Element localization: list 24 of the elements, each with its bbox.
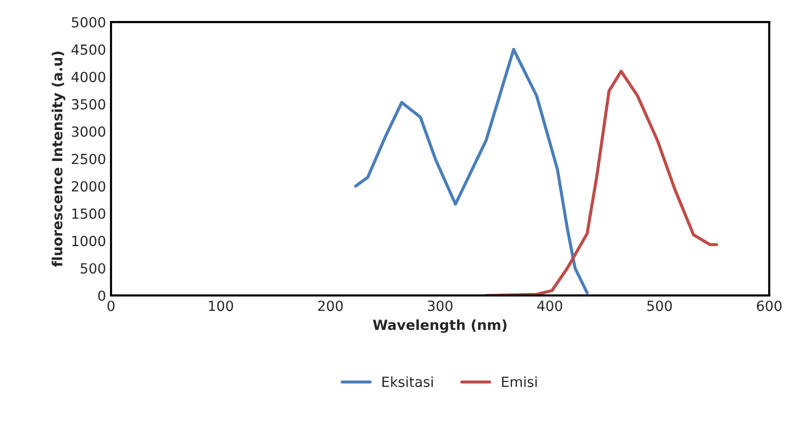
y-tick-label: 4500 (71, 44, 106, 55)
y-tick-label: 3000 (72, 126, 106, 137)
legend-label: Emisi (502, 376, 537, 388)
y-tick-label: 500 (80, 263, 106, 274)
x-tick-label: 500 (647, 300, 672, 312)
x-tick-label: 200 (318, 300, 343, 312)
x-axis-title: Wavelength (nm) (372, 319, 506, 333)
y-tick-label: 1000 (72, 236, 106, 246)
y-tick-label: 0 (98, 290, 106, 301)
line-series (354, 48, 589, 294)
x-tick-label: 300 (428, 300, 452, 312)
y-tick-label: 2500 (72, 154, 106, 164)
y-tick-label: 5000 (72, 17, 106, 28)
y-tick-label: 1500 (72, 208, 106, 219)
y-tick-label: 2000 (72, 181, 106, 192)
y-axis-title: fluorescence Intensity (a.u) (52, 52, 66, 267)
line-series (484, 70, 718, 296)
x-tick-label: 600 (756, 300, 782, 312)
x-tick-label: 100 (208, 300, 234, 312)
y-tick-label: 4000 (71, 72, 106, 82)
legend-label: Eksitasi (382, 376, 433, 388)
y-tick-label: 3500 (72, 99, 106, 110)
x-tick-label: 0 (108, 300, 115, 312)
x-tick-label: 400 (537, 300, 562, 312)
